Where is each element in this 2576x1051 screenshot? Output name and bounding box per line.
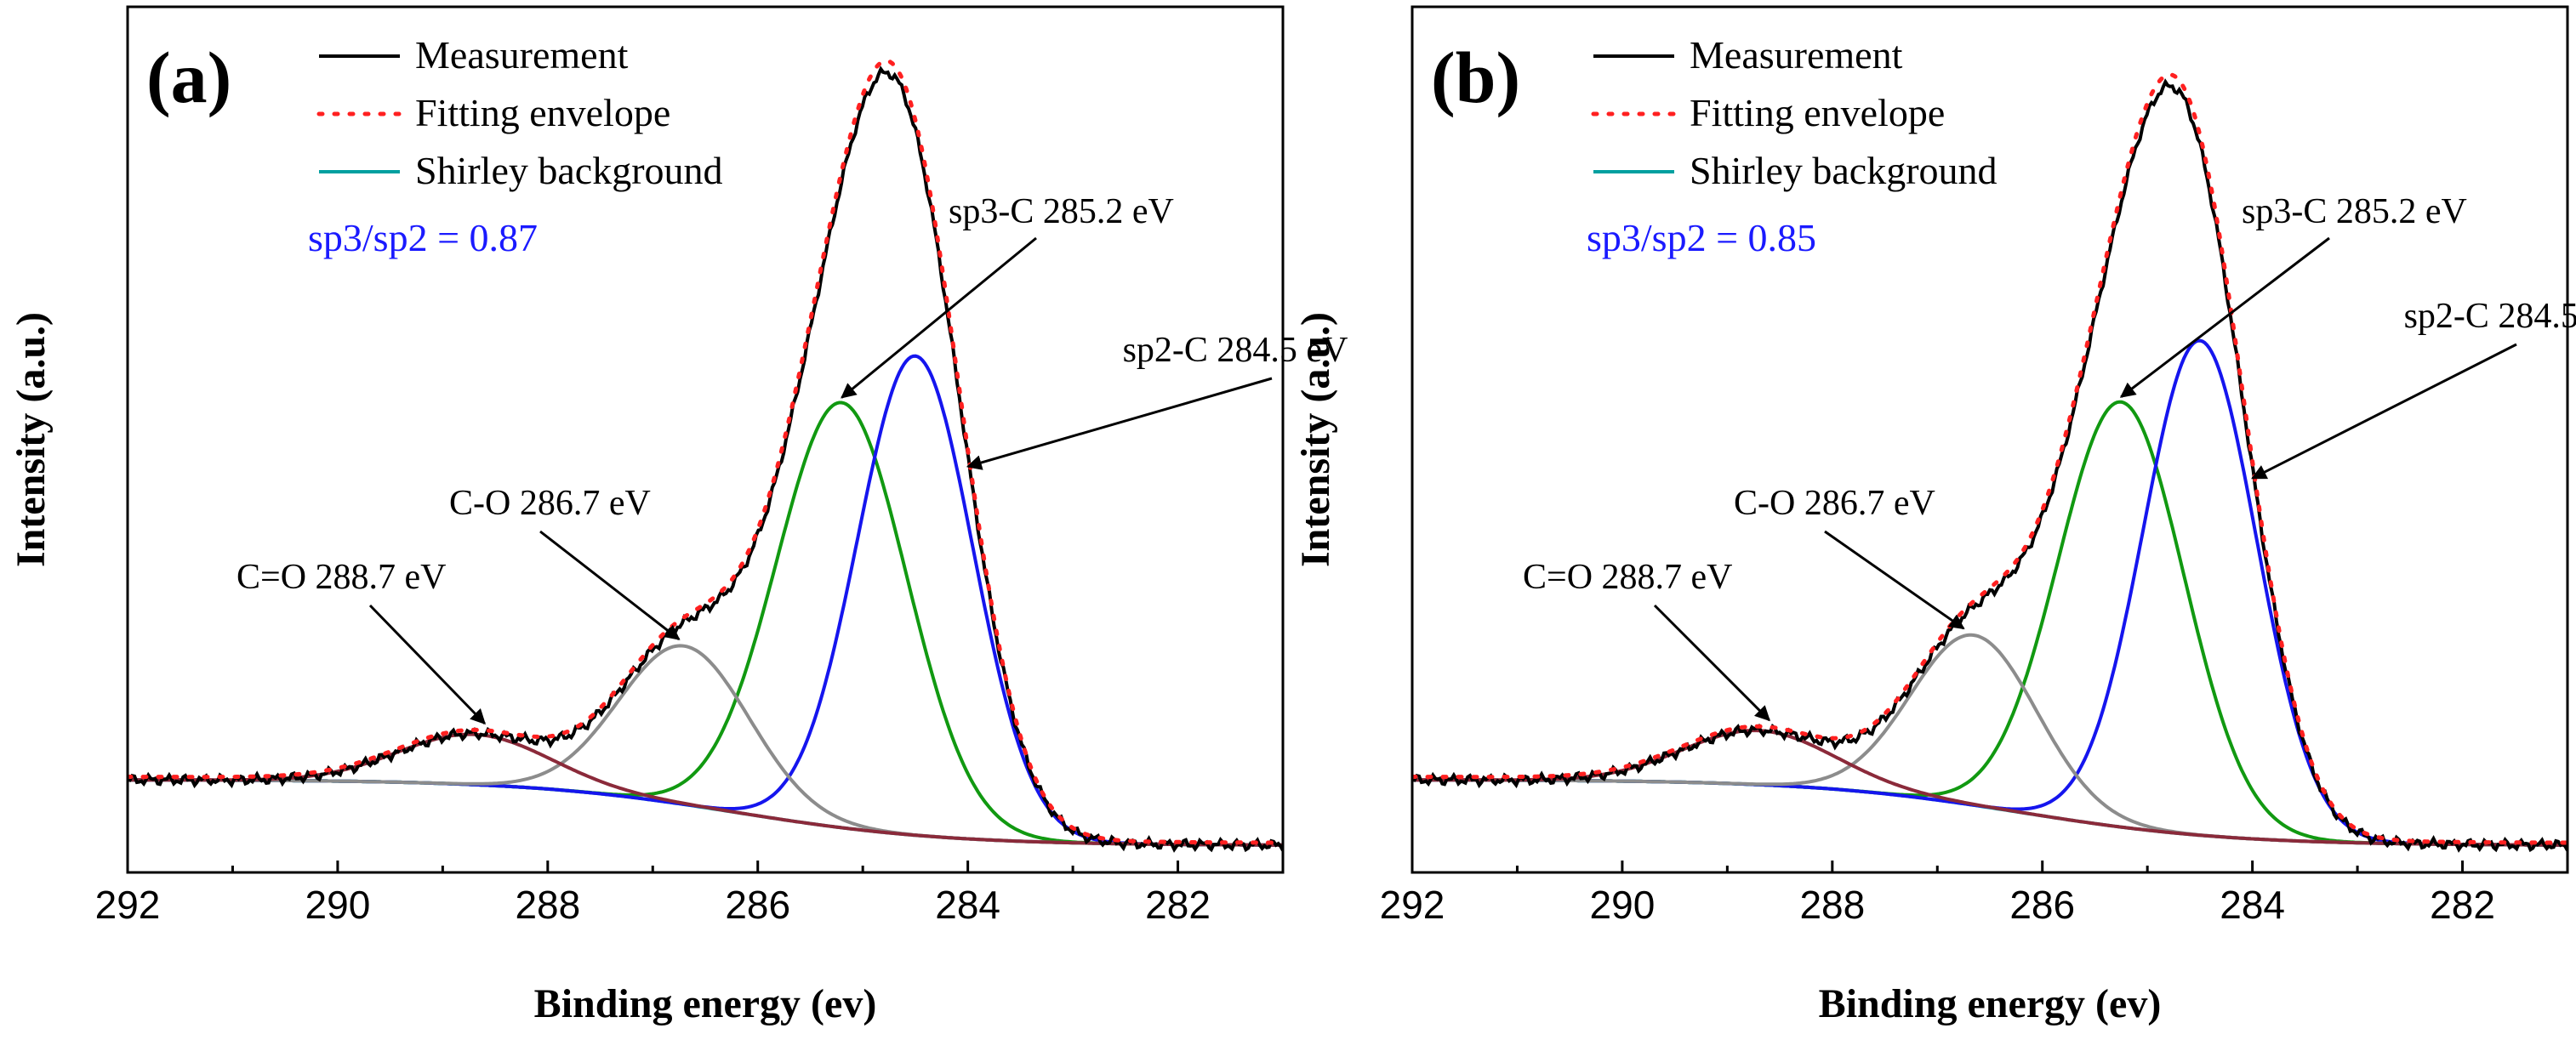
- annotation-arrow: [966, 377, 1273, 470]
- component-c-o: [128, 644, 1283, 847]
- x-tick-label: 284: [935, 883, 1000, 927]
- x-axis-label: Binding energy (ev): [534, 981, 877, 1026]
- sp3-sp2-ratio: sp3/sp2 = 0.87: [308, 216, 538, 259]
- annotation-arrow: [841, 236, 1037, 399]
- shirley-background-line: [1412, 778, 2567, 847]
- annotation-label: sp2-C 284.5 eV: [1123, 331, 1348, 370]
- sp3-sp2-ratio: sp3/sp2 = 0.85: [1587, 216, 1816, 259]
- annotation-arrow: [539, 530, 681, 640]
- plot-frame: [126, 5, 1285, 874]
- legend-label: Measurement: [1690, 33, 1903, 77]
- legend-label: Shirley background: [415, 149, 723, 192]
- x-tick-label: 286: [2009, 883, 2075, 927]
- component-sp2-c: [128, 354, 1283, 847]
- annotation-label: sp3-C 285.2 eV: [949, 192, 1174, 231]
- panel-label: (a): [146, 37, 231, 118]
- x-tick-label: 284: [2220, 883, 2285, 927]
- annotation-arrow: [368, 604, 486, 725]
- annotation-label: sp3-C 285.2 eV: [2242, 192, 2467, 231]
- annotation-label: C-O 286.7 eV: [449, 484, 651, 523]
- annotation-label: C=O 288.7 eV: [1523, 558, 1733, 597]
- plot-curves: [128, 59, 1283, 853]
- x-tick-label: 290: [305, 883, 371, 927]
- x-tick-label: 290: [1590, 883, 1656, 927]
- plot-frame: [1411, 5, 2569, 874]
- x-tick-label: 286: [725, 883, 790, 927]
- panel-b: 292 290 288 286 284 282 Binding energy (ev) Int…: [1293, 5, 2576, 1026]
- y-axis-label: Intensity (a.u.): [9, 312, 54, 567]
- x-tick-label: 282: [1145, 883, 1211, 927]
- annotation-label: C=O 288.7 eV: [237, 558, 447, 597]
- y-axis-label: Intensity (a.u.): [1293, 312, 1338, 567]
- shirley-background-line: [128, 778, 1283, 847]
- component-c-o: [1412, 728, 2567, 847]
- x-tick-label: 282: [2430, 883, 2495, 927]
- legend-label: Fitting envelope: [415, 91, 670, 134]
- legend: Measurement Fitting envelope Shirley backg…: [308, 33, 723, 259]
- annotation-arrow: [1824, 530, 1965, 630]
- legend: Measurement Fitting envelope Shirley backg…: [1587, 33, 1998, 259]
- panel-a: 292 290 288 286 284 282 Binding energy (ev) Int…: [9, 5, 1348, 1026]
- x-tick-label: 288: [1799, 883, 1865, 927]
- x-tick-label: 292: [1380, 883, 1445, 927]
- component-c-o: [128, 732, 1283, 847]
- legend-label: Shirley background: [1690, 149, 1998, 192]
- x-tick-label: 288: [515, 883, 580, 927]
- x-tick-label: 292: [95, 883, 161, 927]
- annotation-label: C-O 286.7 eV: [1734, 484, 1935, 523]
- measurement-line: [1412, 78, 2567, 853]
- legend-label: Fitting envelope: [1690, 91, 1945, 134]
- measurement-line: [128, 65, 1283, 853]
- plot-curves: [1412, 72, 2567, 853]
- annotation-label: sp2-C 284.5 eV: [2404, 297, 2576, 336]
- component-c-o: [1412, 633, 2567, 847]
- annotation-arrow: [2251, 343, 2517, 480]
- panel-label: (b): [1431, 37, 1520, 118]
- legend-label: Measurement: [415, 33, 629, 77]
- annotation-arrow: [2119, 236, 2330, 398]
- x-axis-label: Binding energy (ev): [1819, 981, 2162, 1026]
- annotation-arrow: [1653, 604, 1771, 722]
